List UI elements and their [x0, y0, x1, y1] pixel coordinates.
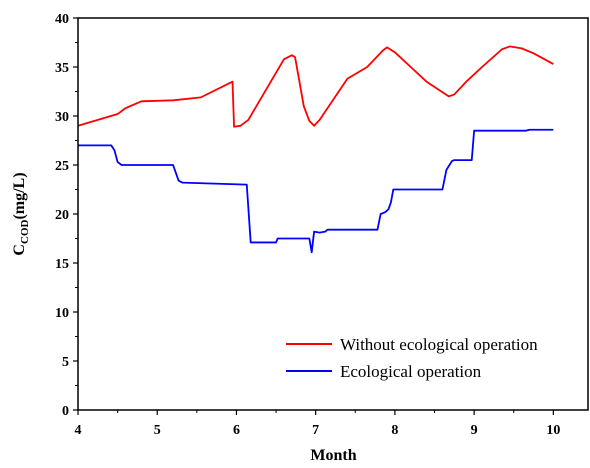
series-line-without-ecological	[77, 45, 554, 128]
y-axis-title-subscript: COD	[19, 220, 31, 245]
x-tick-label: 9	[471, 423, 478, 438]
series-line-ecological	[78, 128, 554, 254]
y-tick-label: 10	[55, 306, 69, 321]
y-tick-label: 20	[55, 208, 69, 223]
legend-label-without-ecological: Without ecological operation	[340, 335, 538, 354]
x-tick-label: 10	[546, 423, 560, 438]
legend-label-ecological: Ecological operation	[340, 362, 482, 381]
x-tick-label: 6	[233, 423, 240, 438]
x-tick-label: 5	[154, 423, 161, 438]
y-axis-title-main: C	[11, 244, 28, 256]
y-tick-label: 0	[62, 404, 69, 419]
y-tick-label: 25	[55, 159, 69, 174]
y-tick-label: 35	[55, 61, 69, 76]
ticks-layer	[73, 17, 554, 415]
x-tick-label: 7	[312, 423, 319, 438]
y-axis-title: CCOD(mg/L)	[11, 172, 31, 255]
x-axis-title: Month	[310, 447, 356, 464]
y-tick-label: 5	[62, 355, 69, 370]
y-axis-title-unit: (mg/L)	[11, 172, 28, 219]
legend: Without ecological operation Ecological …	[286, 335, 538, 381]
y-tick-label: 40	[55, 12, 69, 27]
x-tick-label: 4	[75, 423, 82, 438]
y-tick-label: 30	[55, 110, 69, 125]
y-tick-label: 15	[55, 257, 69, 272]
tick-labels-layer: 4 5 6 7 8 9 10 0 5 10 15 20 25 30 35 40	[55, 12, 560, 438]
x-tick-label: 8	[391, 423, 398, 438]
series-layer	[77, 45, 554, 254]
